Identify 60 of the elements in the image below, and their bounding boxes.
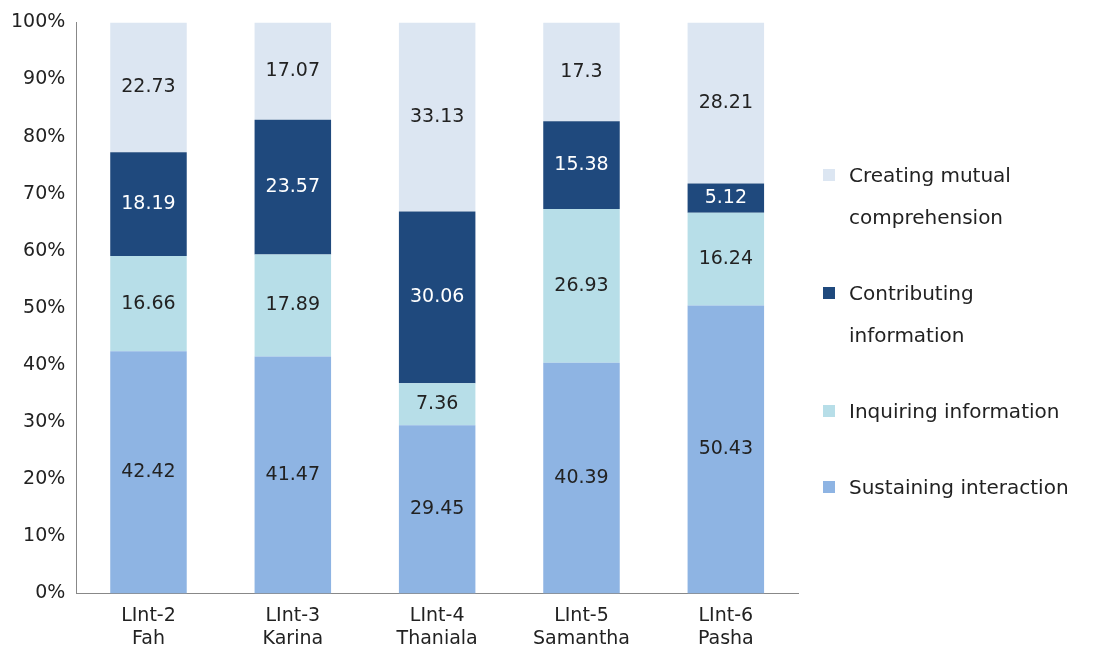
data-label: 41.47 bbox=[265, 461, 321, 484]
x-tick-label: LInt-2 Fah bbox=[121, 602, 176, 648]
data-label: 30.06 bbox=[409, 284, 465, 307]
legend-label: Inquiring information bbox=[849, 397, 1061, 425]
bar bbox=[398, 22, 476, 212]
y-tick-label: 60% bbox=[23, 237, 66, 260]
bar bbox=[110, 351, 187, 594]
data-label: 16.24 bbox=[698, 246, 754, 269]
x-tick-label: LInt-6 Pasha bbox=[697, 602, 754, 648]
bar bbox=[254, 119, 332, 255]
bar bbox=[687, 183, 765, 213]
data-label: 15.38 bbox=[554, 152, 609, 175]
data-label: 16.66 bbox=[121, 290, 176, 313]
y-tick-label: 0% bbox=[35, 580, 66, 603]
legend-label: Creating mutual comprehension bbox=[849, 161, 1012, 231]
y-tick-label: 50% bbox=[23, 294, 66, 317]
data-label: 17.07 bbox=[265, 58, 321, 81]
data-label: 22.73 bbox=[121, 74, 176, 97]
y-tick-label: 80% bbox=[23, 123, 66, 146]
bar bbox=[254, 356, 332, 594]
bar bbox=[687, 22, 765, 184]
bar bbox=[110, 22, 187, 153]
data-label: 33.13 bbox=[409, 103, 465, 126]
y-tick-label: 70% bbox=[23, 180, 66, 203]
data-label: 50.43 bbox=[698, 436, 754, 459]
data-label: 28.21 bbox=[698, 89, 754, 112]
bar bbox=[254, 22, 332, 120]
bar bbox=[398, 425, 476, 594]
data-label: 29.45 bbox=[409, 496, 465, 519]
bar bbox=[110, 256, 187, 352]
y-tick-label: 30% bbox=[23, 409, 66, 432]
data-label: 42.42 bbox=[121, 459, 176, 482]
y-tick-label: 10% bbox=[23, 523, 66, 546]
bar bbox=[687, 305, 765, 594]
y-tick-label: 90% bbox=[23, 66, 66, 89]
y-tick-label: 40% bbox=[23, 351, 66, 374]
data-label: 18.19 bbox=[121, 191, 176, 214]
bar bbox=[543, 209, 620, 363]
x-tick-label: LInt-4 Thaniala bbox=[395, 602, 478, 648]
bar bbox=[543, 121, 620, 209]
x-tick-label: LInt-5 Samantha bbox=[532, 602, 631, 648]
y-tick-label: 20% bbox=[23, 466, 66, 489]
bar bbox=[398, 211, 476, 384]
data-label: 7.36 bbox=[416, 391, 459, 414]
y-tick-label: 100% bbox=[10, 9, 66, 32]
legend-label: Contributing information bbox=[849, 279, 975, 349]
bar bbox=[398, 383, 476, 426]
data-label: 17.89 bbox=[265, 292, 321, 315]
bar bbox=[110, 152, 187, 257]
x-tick-label: LInt-3 Karina bbox=[262, 602, 324, 648]
data-label: 17.3 bbox=[560, 58, 603, 81]
data-label: 5.12 bbox=[704, 185, 747, 208]
data-label: 26.93 bbox=[554, 272, 609, 295]
bar bbox=[254, 254, 332, 357]
bar bbox=[543, 22, 620, 122]
data-label: 23.57 bbox=[265, 174, 321, 197]
legend-label: Sustaining interaction bbox=[849, 473, 1070, 501]
bar bbox=[687, 212, 765, 306]
data-label: 40.39 bbox=[554, 465, 609, 488]
bar bbox=[543, 362, 620, 594]
